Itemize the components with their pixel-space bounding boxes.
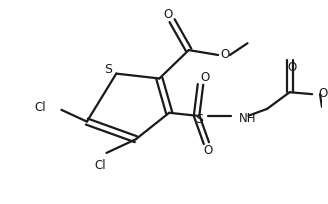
Text: O: O [204, 144, 213, 157]
Text: S: S [104, 63, 113, 76]
Text: O: O [287, 61, 296, 74]
Text: S: S [195, 113, 203, 126]
Text: Cl: Cl [34, 101, 46, 114]
Text: O: O [220, 48, 230, 61]
Text: Cl: Cl [95, 159, 106, 172]
Text: O: O [201, 71, 210, 84]
Text: NH: NH [239, 112, 256, 125]
Text: O: O [164, 8, 173, 21]
Text: O: O [318, 87, 327, 100]
